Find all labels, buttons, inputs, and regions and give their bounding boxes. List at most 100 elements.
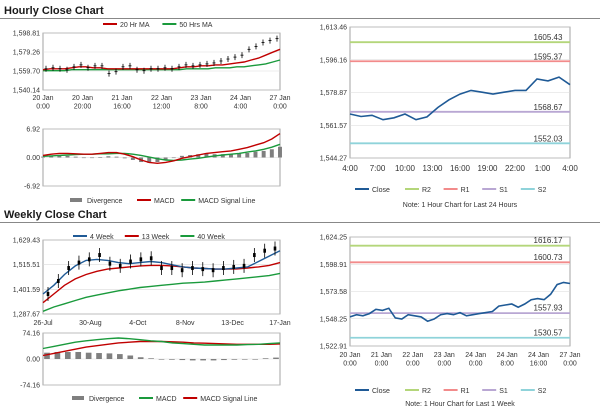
- weekly-price-xtick: 17-Jan: [269, 320, 291, 327]
- hourly-price-xtick: 12:00: [153, 104, 171, 111]
- weekly-divergence-bar: [221, 359, 227, 361]
- hourly-divergence-bar: [220, 154, 225, 158]
- weekly-pivot-ytick: 1,522.91: [320, 344, 347, 351]
- hourly-price-ytick: 1,559.70: [13, 69, 40, 76]
- hourly-price-xtick: 4:00: [234, 104, 248, 111]
- weekly-candle: [211, 268, 215, 273]
- weekly-pivot-s2-label: 1530.57: [534, 328, 563, 337]
- weekly-candle: [149, 256, 153, 261]
- weekly-divergence-bar: [127, 355, 134, 359]
- weekly-price-ytick: 1,401.59: [13, 287, 40, 294]
- weekly-macd-legend-label: MACD Signal Line: [200, 396, 257, 403]
- hourly-divergence-bar: [278, 146, 282, 158]
- weekly-pivot-legend-label: Close: [372, 388, 390, 395]
- hourly-divergence-bar: [98, 157, 103, 158]
- weekly-pivot-xtick: 21 Jan: [371, 352, 392, 359]
- weekly-price-legend-label: 40 Week: [197, 234, 225, 241]
- hourly-macd-legend-label: Divergence: [87, 198, 123, 205]
- weekly-candle: [201, 267, 205, 272]
- weekly-candle: [67, 266, 70, 271]
- hourly-price-xtick: 20:00: [74, 104, 92, 111]
- hourly-divergence-bar: [122, 157, 127, 159]
- weekly-pivot-xtick: 24 Jan: [528, 352, 549, 359]
- weekly-macd-legend-label: Divergence: [89, 396, 125, 403]
- hourly-divergence-bar: [245, 152, 250, 158]
- weekly-candle: [232, 264, 236, 269]
- hourly-pivot-s1-label: 1568.67: [534, 103, 563, 112]
- weekly-price-ytick: 1,629.43: [13, 238, 40, 245]
- weekly-divergence-bar: [44, 352, 50, 359]
- hourly-divergence-bar: [147, 157, 152, 163]
- weekly-pivot-legend-label: R2: [422, 388, 431, 395]
- weekly-pivot-xtick: 0:00: [469, 361, 483, 368]
- hourly-pivot-xtick: 1:00: [535, 164, 551, 173]
- hourly-pivot-xtick: 19:00: [477, 164, 498, 173]
- weekly-divergence-bar: [137, 357, 144, 359]
- weekly-pivot-ytick: 1,624.25: [320, 235, 347, 242]
- hourly-divergence-bar: [49, 155, 54, 158]
- weekly-pivot-legend-label: R1: [461, 388, 470, 395]
- hourly-price-legend-label: 50 Hrs MA: [179, 22, 212, 29]
- weekly-pivot-xtick: 23 Jan: [434, 352, 455, 359]
- hourly-divergence-bar: [228, 154, 233, 158]
- weekly-pivot-xtick: 24 Jan: [465, 352, 486, 359]
- weekly-divergence-bar: [158, 359, 165, 360]
- weekly-candle: [87, 257, 91, 262]
- weekly-pivot-xtick: 22 Jan: [402, 352, 423, 359]
- weekly-price-xtick: 13-Dec: [221, 320, 244, 327]
- weekly-pivot-r1-label: 1600.73: [534, 253, 563, 262]
- weekly-candle: [273, 246, 277, 251]
- weekly-pivot-note: Note: 1 Hour Chart for Last 1 Week: [405, 401, 515, 408]
- weekly-divergence-bar: [96, 353, 102, 359]
- weekly-candle: [160, 266, 163, 271]
- weekly-pivot-s1-label: 1557.93: [534, 304, 563, 313]
- hourly-macd-legend-swatch: [70, 198, 82, 202]
- weekly-pivot-ytick: 1,573.58: [320, 289, 347, 296]
- hourly-pivot-ytick: 1,596.16: [320, 57, 347, 64]
- hourly-20hr-ma-line: [42, 48, 281, 71]
- hourly-pivot-legend-label: R2: [422, 187, 431, 194]
- weekly-pivot-close-line: [349, 281, 571, 323]
- weekly-candle: [46, 292, 50, 297]
- hourly-divergence-bar: [73, 156, 78, 158]
- weekly-candle: [263, 248, 266, 253]
- hourly-pivot-xtick: 7:00: [370, 164, 386, 173]
- hourly-pivot-close-line: [349, 76, 571, 121]
- weekly-macd-line: [42, 337, 281, 350]
- hourly-macd-ytick: -6.92: [24, 184, 40, 191]
- hourly-price-legend-label: 20 Hr MA: [120, 22, 150, 29]
- hourly-section-title: Hourly Close Chart: [4, 5, 104, 17]
- hourly-pivot-ytick: 1,544.27: [320, 156, 347, 163]
- hourly-macd-ytick: 0.00: [26, 155, 40, 162]
- hourly-pivot-xtick: 13:00: [422, 164, 443, 173]
- hourly-price-xtick: 8:00: [194, 104, 208, 111]
- hourly-pivot-ytick: 1,578.87: [320, 90, 347, 97]
- weekly-pivot-legend-label: S1: [499, 388, 508, 395]
- weekly-candle: [77, 260, 81, 265]
- weekly-pivot-xtick: 0:00: [406, 361, 420, 368]
- weekly-divergence-bar: [231, 359, 238, 360]
- hourly-pivot-legend-label: Close: [372, 187, 390, 194]
- weekly-candle: [191, 266, 194, 271]
- hourly-price-xtick: 24 Jan: [230, 95, 251, 102]
- weekly-pivot-xtick: 20 Jan: [339, 352, 360, 359]
- weekly-section-title: Weekly Close Chart: [4, 209, 107, 221]
- hourly-divergence-bar: [204, 153, 209, 158]
- weekly-pivot-xtick: 16:00: [530, 361, 548, 368]
- hourly-price-ytick: 1,579.26: [13, 50, 40, 57]
- hourly-macd-ytick: 6.92: [26, 127, 40, 134]
- hourly-divergence-bar: [171, 157, 176, 159]
- hourly-pivot-xtick: 10:00: [395, 164, 416, 173]
- hourly-macd-line: [42, 133, 281, 165]
- hourly-section-rule: [0, 18, 600, 19]
- hourly-price-plot: [42, 32, 281, 91]
- hourly-pivot-ytick: 1,613.46: [320, 25, 347, 32]
- hourly-divergence-bar: [114, 156, 119, 158]
- weekly-divergence-bar: [189, 359, 196, 361]
- weekly-pivot-r2-label: 1616.17: [534, 236, 563, 245]
- weekly-divergence-bar: [179, 359, 186, 361]
- weekly-pivot-xtick: 0:00: [437, 361, 451, 368]
- weekly-pivot-ytick: 1,548.25: [320, 316, 347, 323]
- hourly-divergence-bar: [57, 155, 62, 158]
